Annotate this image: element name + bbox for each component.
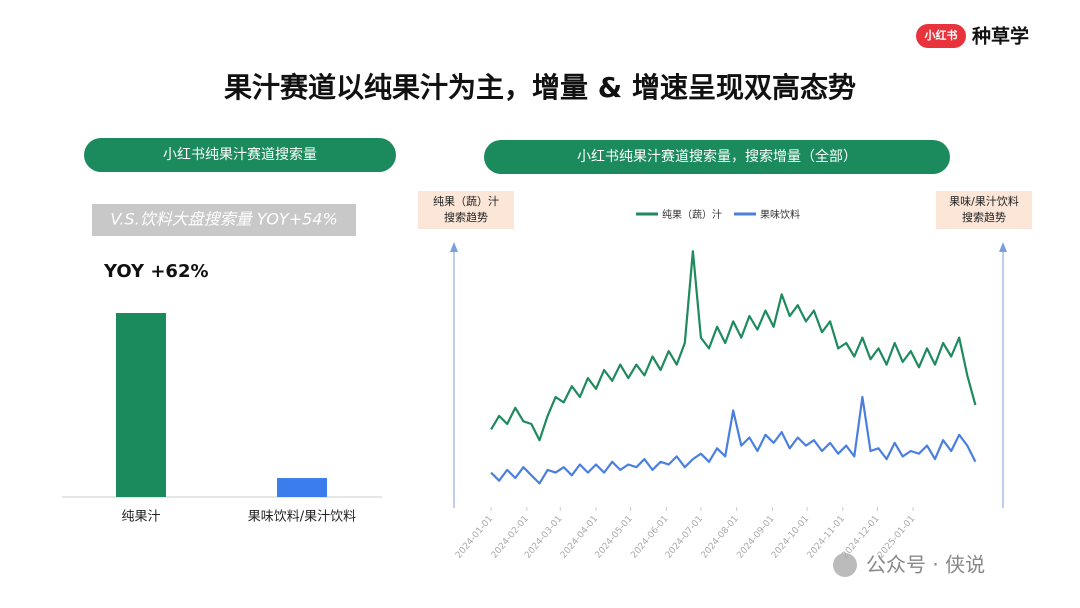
brand: 种草学 [971,25,1029,48]
line-series [490,395,977,485]
y-axis-label: 纯果（蔬）汁 [433,195,499,208]
arrow [999,242,1007,252]
legend-label: 果味饮料 [760,208,800,221]
logo-badge [916,24,966,48]
arrow [450,242,458,252]
subtitle: V.S.饮料大盘搜索量 YOY+54% [110,210,337,229]
bar [116,313,166,497]
line-series [490,250,977,442]
banner [92,204,356,236]
pill [484,140,950,174]
y-axis-label: 搜索趋势 [444,210,488,224]
watermark-icon [833,553,857,577]
chart-title: 小红书纯果汁赛道搜索量，搜索增量（全部） [577,148,857,165]
bar [277,478,327,497]
y2-axis-label: 搜索趋势 [962,210,1006,224]
x-tick-label: 纯果汁 [121,510,160,525]
x-tick-label: 果味饮料/果汁饮料 [248,510,356,525]
slide-title: 果汁赛道以纯果汁为主，增量 & 增速呈现双高态势 [224,71,856,104]
legend-label: 纯果（蔬）汁 [662,208,722,221]
y2-axis-label: 果味/果汁饮料 [949,194,1019,208]
annotation: YOY +62% [103,261,209,282]
watermark: 公众号 · 侠说 [866,553,985,577]
axis-label-box [418,191,514,229]
pill [84,138,396,172]
axis-label-box [936,191,1032,229]
logo: 小红书 [924,28,958,42]
chart-title: 小红书纯果汁赛道搜索量 [163,146,317,163]
